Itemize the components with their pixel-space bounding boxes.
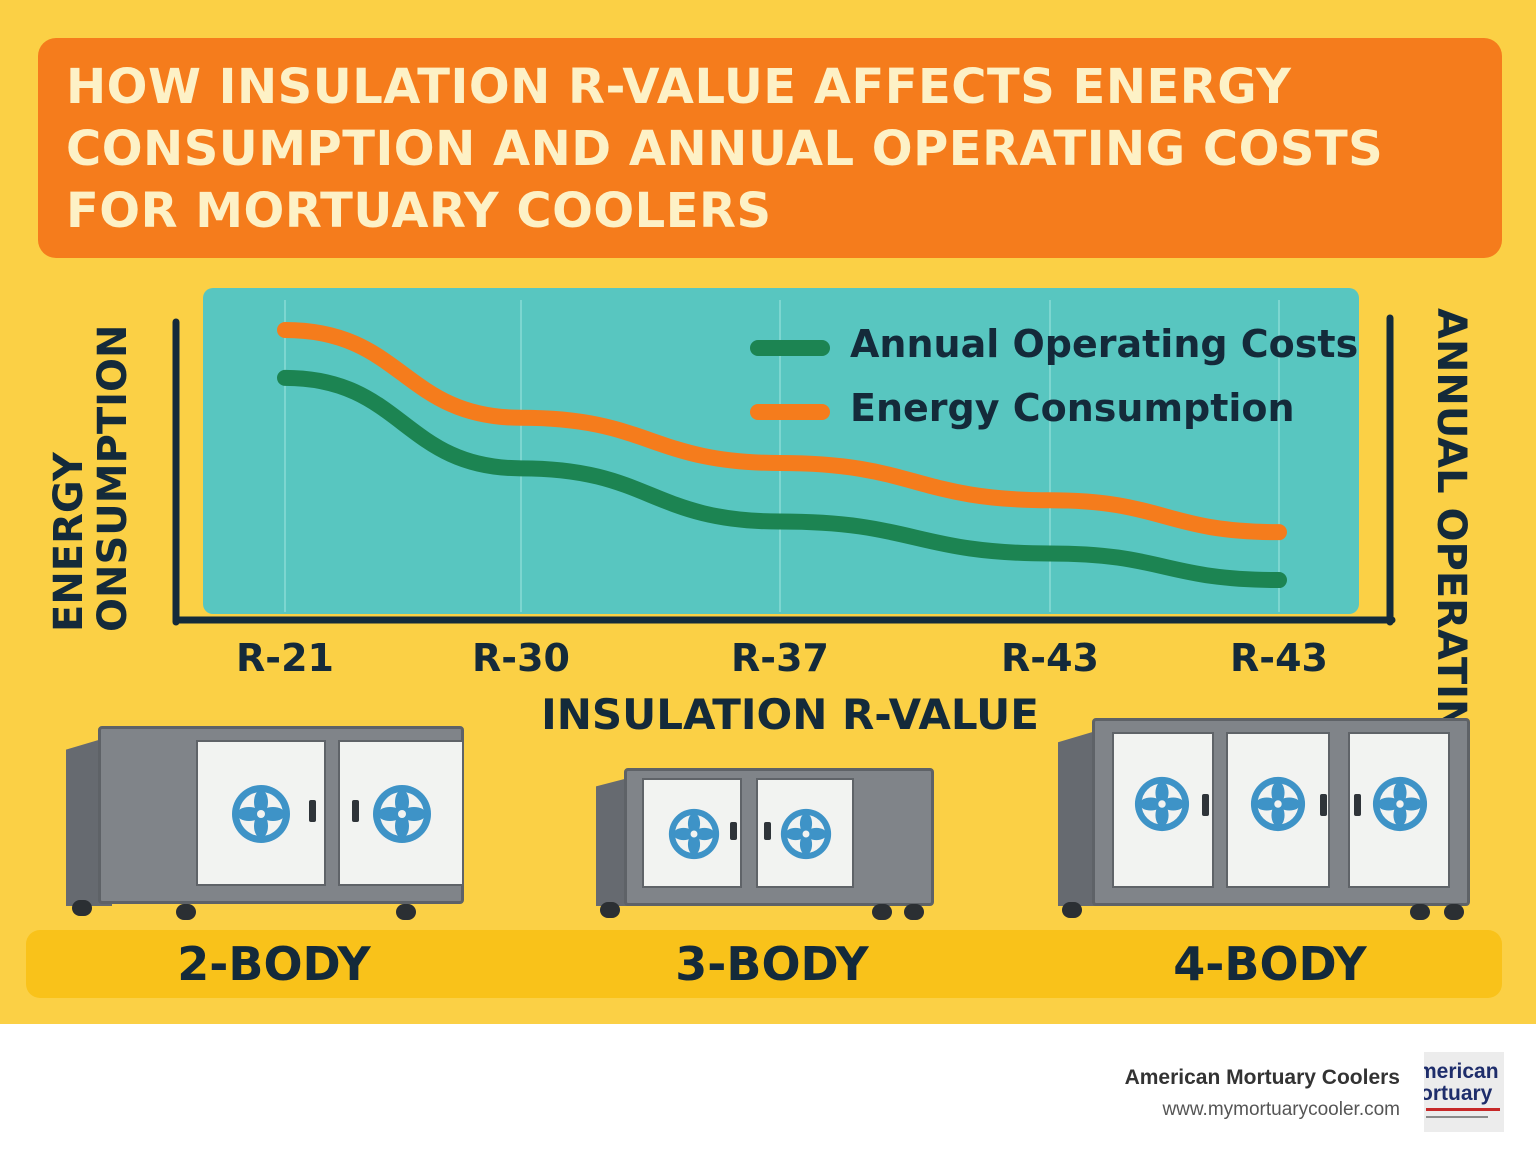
title-band	[38, 38, 1502, 258]
fan-icon	[1372, 776, 1428, 832]
door-handle	[1354, 794, 1361, 816]
cooler-unit-3-body	[596, 766, 936, 920]
series-line-annual-operating-costs	[277, 369, 1287, 589]
logo-text-line1: merican	[1424, 1060, 1499, 1083]
x-axis-label: INSULATION R-VALUE	[541, 690, 1039, 739]
door-handle	[764, 822, 771, 840]
x-tick-label: R-30	[472, 636, 570, 680]
cooler-wheel	[1444, 904, 1464, 920]
logo-tagline-bar	[1426, 1116, 1488, 1118]
legend-label-costs: Annual Operating Costs	[850, 322, 1359, 366]
chart-title: HOW INSULATION R-VALUE AFFECTS ENERGY CO…	[66, 59, 1384, 239]
right-axis-label-text: ANNUAL OPERATING	[1428, 308, 1474, 766]
fan-icon	[668, 808, 720, 860]
logo-accent-bar	[1426, 1108, 1500, 1111]
cooler-wheel	[1062, 902, 1082, 918]
x-tick-label: R-43	[1230, 636, 1328, 680]
fan-icon	[1250, 776, 1306, 832]
cooler-wheel	[904, 904, 924, 920]
door-handle	[309, 800, 316, 822]
cooler-wheel	[396, 904, 416, 920]
infographic-poster: HOW INSULATION R-VALUE AFFECTS ENERGY CO…	[0, 0, 1536, 1024]
right-axis-label: ANNUAL OPERATING	[1428, 308, 1488, 765]
cooler-wheel	[1410, 904, 1430, 920]
left-axis-label-line2: ONSUMPTION	[90, 324, 136, 632]
cooler-wheel	[72, 900, 92, 916]
unit-label-band	[26, 930, 1502, 998]
series-line-energy-consumption	[277, 322, 1287, 541]
door-handle	[352, 800, 359, 822]
door-handle	[730, 822, 737, 840]
cooler-wheel	[600, 902, 620, 918]
fan-icon	[780, 808, 832, 860]
unit-label-2-body: 2-BODY	[177, 937, 371, 991]
fan-icon	[1134, 776, 1190, 832]
line-chart	[172, 288, 1396, 626]
cooler-wheel	[176, 904, 196, 920]
footer-company-name: American Mortuary Coolers	[1124, 1066, 1400, 1089]
door-handle	[1202, 794, 1209, 816]
door-handle	[1320, 794, 1327, 816]
fan-icon	[373, 785, 431, 843]
legend-label-energy: Energy Consumption	[850, 386, 1295, 430]
legend-swatch-energy	[750, 404, 830, 420]
x-tick-label: R-21	[236, 636, 334, 680]
left-axis-label-line1: ENERGY	[46, 452, 92, 632]
company-logo: merican ortuary	[1424, 1052, 1504, 1132]
x-tick-label: R-43	[1001, 636, 1099, 680]
x-tick-label: R-37	[731, 636, 829, 680]
left-axis-label: ENERGY ONSUMPTION	[40, 312, 140, 632]
cooler-wheel	[872, 904, 892, 920]
cooler-unit-4-body	[1058, 718, 1472, 920]
logo-text-line2: ortuary	[1424, 1082, 1493, 1105]
unit-label-4-body: 4-BODY	[1173, 937, 1367, 991]
cooler-unit-2-body	[66, 722, 466, 920]
unit-label-3-body: 3-BODY	[675, 937, 869, 991]
legend-swatch-costs	[750, 340, 830, 356]
footer-website-link[interactable]: www.mymortuarycooler.com	[1162, 1099, 1400, 1120]
fan-icon	[232, 785, 290, 843]
